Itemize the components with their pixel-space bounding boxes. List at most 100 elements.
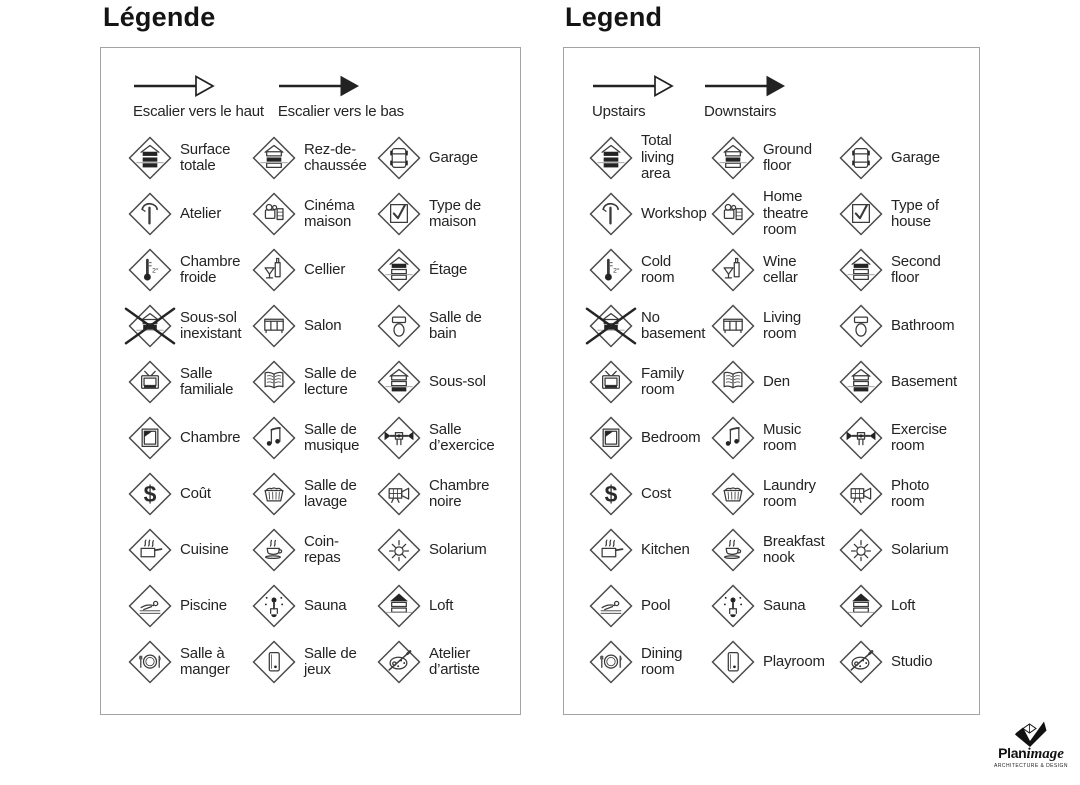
bedroom-icon [589, 416, 633, 460]
legend-item-label: Salle de lecture [304, 364, 357, 398]
legend-item-living-room: Living room [710, 298, 838, 354]
legend-item-no-basement: Sous-sol inexistant [124, 298, 251, 354]
legend-items-grid-english: Total living area Ground floor Garage Works… [564, 130, 979, 690]
logo-word-plan: Plan [998, 745, 1027, 761]
music-room-icon [711, 416, 755, 460]
ground-floor-icon [711, 136, 755, 180]
basement-icon [377, 360, 421, 404]
home-theatre-icon [711, 192, 755, 236]
garage-icon [377, 136, 421, 180]
legend-item-label: Loft [429, 596, 454, 614]
legend-item-label: Kitchen [641, 540, 690, 558]
legend-item-photo-room: Photo room [838, 466, 979, 522]
legend-item-label: Salle de musique [304, 420, 360, 454]
legend-item-label: Photo room [891, 476, 930, 510]
legend-item-total-living-area: Surface totale [127, 130, 251, 186]
stairs-down-arrow-group: Escalier vers le bas [278, 72, 404, 120]
legend-item-cost: $ Cost [588, 466, 710, 522]
arrow-label: Escalier vers le bas [277, 103, 404, 120]
home-theatre-icon [252, 192, 296, 236]
legend-item-label: Solarium [429, 540, 487, 558]
legend-item-solarium: Solarium [838, 522, 979, 578]
legend-item-pool: Pool [588, 578, 710, 634]
studio-icon [377, 640, 421, 684]
workshop-icon [589, 192, 633, 236]
legend-item-label: Salle de bain [429, 308, 482, 342]
legend-item-label: Solarium [891, 540, 949, 558]
legend-item-label: Rez-de- chaussée [304, 140, 367, 174]
legend-item-label: Atelier d’artiste [429, 644, 480, 678]
legend-item-label: Type of house [891, 196, 939, 230]
english-legend-panel: Upstairs Downstairs Total living area Grou… [563, 47, 980, 715]
legend-item-label: Wine cellar [763, 252, 798, 286]
legend-item-label: Garage [891, 148, 940, 166]
legend-item-bedroom: Bedroom [588, 410, 710, 466]
wine-cellar-icon [711, 248, 755, 292]
french-legend-title: Légende [103, 2, 216, 32]
legend-item-label: Home theatre room [763, 188, 809, 239]
legend-item-exercise-room: Salle d’exercice [376, 410, 520, 466]
legend-item-label: Piscine [180, 596, 227, 614]
legend-item-label: Music room [763, 420, 802, 454]
legend-item-label: Living room [763, 308, 801, 342]
legend-item-label: Cuisine [180, 540, 229, 558]
ground-floor-icon [252, 136, 296, 180]
svg-text:2°: 2° [152, 267, 159, 275]
legend-item-basement: Basement [838, 354, 979, 410]
legend-item-label: Cold room [641, 252, 675, 286]
living-room-icon [252, 304, 296, 348]
legend-item-playroom: Playroom [710, 634, 838, 690]
legend-item-exercise-room: Exercise room [838, 410, 979, 466]
legend-item-wine-cellar: Wine cellar [710, 242, 838, 298]
legend-item-home-theatre: Cinéma maison [251, 186, 376, 242]
legend-item-garage: Garage [376, 130, 520, 186]
legend-item-label: Breakfast nook [763, 532, 825, 566]
legend-item-family-room: Family room [588, 354, 710, 410]
arrow-label: Downstairs [704, 103, 777, 120]
legend-item-dining-room: Dining room [588, 634, 710, 690]
legend-item-home-theatre: Home theatre room [710, 186, 838, 242]
legend-item-wine-cellar: Cellier [251, 242, 376, 298]
pool-icon [128, 584, 172, 628]
legend-item-no-basement: No basement [585, 298, 710, 354]
exercise-room-icon [377, 416, 421, 460]
type-of-house-icon [377, 192, 421, 236]
legend-item-label: Coin- repas [304, 532, 341, 566]
legend-item-sauna: Sauna [251, 578, 376, 634]
legend-item-breakfast-nook: Breakfast nook [710, 522, 838, 578]
planimage-logo: Planimage ARCHITECTURE & DESIGN [986, 720, 1076, 769]
legend-item-label: Total living area [641, 132, 674, 183]
svg-text:$: $ [605, 481, 618, 507]
loft-icon [377, 584, 421, 628]
loft-icon [839, 584, 883, 628]
stairs-up-arrow-icon [593, 75, 674, 97]
legend-item-label: Coût [180, 484, 211, 502]
bedroom-icon [128, 416, 172, 460]
legend-item-label: Sous-sol inexistant [180, 308, 242, 342]
no-basement-icon [585, 304, 637, 348]
stairs-down-arrow-icon [278, 75, 359, 97]
bathroom-icon [377, 304, 421, 348]
legend-item-laundry-room: Laundry room [710, 466, 838, 522]
legend-item-dining-room: Salle à manger [127, 634, 251, 690]
stair-arrows-english: Upstairs Downstairs [564, 48, 979, 120]
legend-item-label: Bedroom [641, 428, 701, 446]
garage-icon [839, 136, 883, 180]
legend-item-ground-floor: Rez-de- chaussée [251, 130, 376, 186]
legend-item-label: Salle familiale [180, 364, 234, 398]
legend-item-label: Salle de lavage [304, 476, 357, 510]
legend-item-label: Chambre [180, 428, 241, 446]
legend-item-loft: Loft [376, 578, 520, 634]
legend-item-second-floor: Étage [376, 242, 520, 298]
legend-item-label: Surface totale [180, 140, 231, 174]
legend-item-living-room: Salon [251, 298, 376, 354]
legend-item-label: Loft [891, 596, 916, 614]
cold-room-icon: 2° [128, 248, 172, 292]
logo-word-image: image [1026, 746, 1064, 762]
den-icon [711, 360, 755, 404]
legend-item-label: Type de maison [429, 196, 481, 230]
legend-item-label: Sauna [763, 596, 806, 614]
breakfast-nook-icon [711, 528, 755, 572]
legend-item-label: Cinéma maison [304, 196, 355, 230]
legend-item-breakfast-nook: Coin- repas [251, 522, 376, 578]
